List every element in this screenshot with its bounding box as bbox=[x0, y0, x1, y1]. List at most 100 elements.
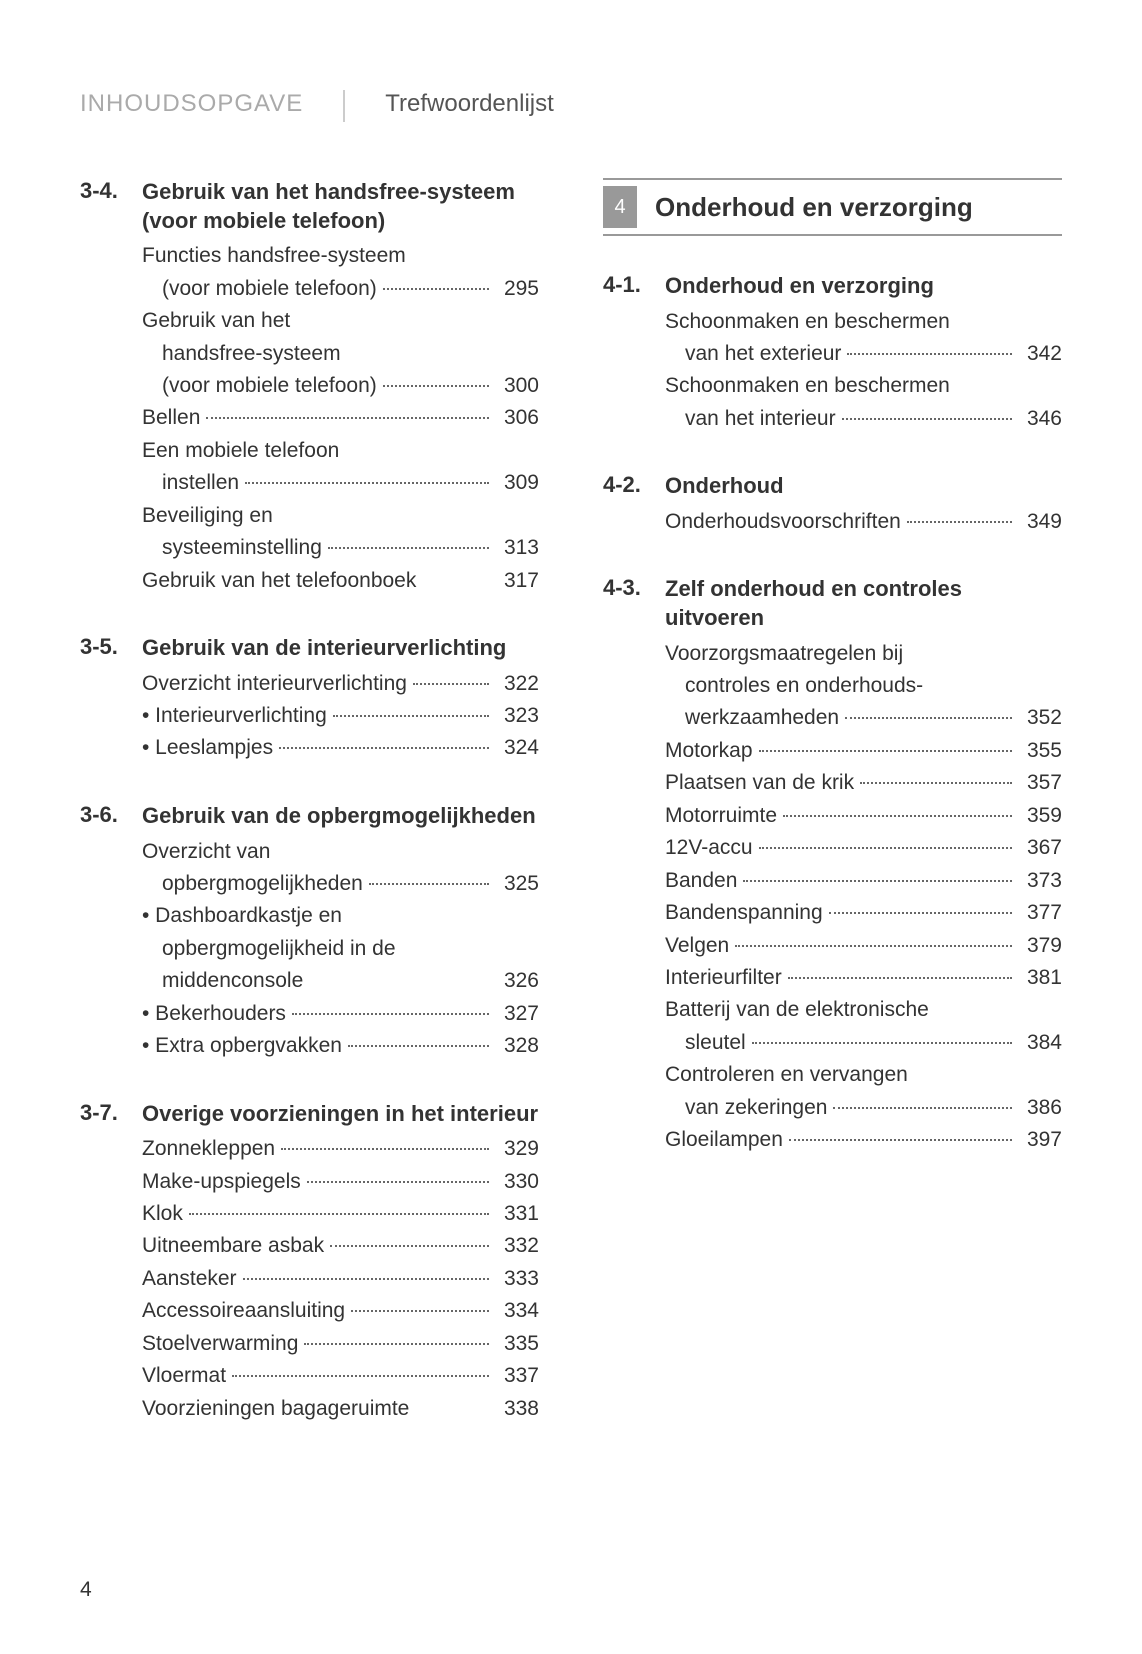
toc-page: 379 bbox=[1018, 931, 1062, 961]
toc-dots bbox=[245, 482, 489, 484]
toc-page: 377 bbox=[1018, 898, 1062, 928]
toc-page: 300 bbox=[495, 371, 539, 401]
section-row: 4-3. Zelf onderhoud en controles uitvoer… bbox=[603, 575, 1062, 1157]
toc-entry: instellen 309 bbox=[142, 468, 539, 498]
toc-entry: middenconsole 326 bbox=[142, 966, 539, 996]
section-body: Zelf onderhoud en controles uitvoeren Vo… bbox=[665, 575, 1062, 1157]
toc-entry: van het interieur 346 bbox=[665, 404, 1062, 434]
toc-section: 3-7. Overige voorzieningen in het interi… bbox=[80, 1100, 539, 1427]
toc-entry-line: • Dashboardkastje en bbox=[142, 901, 539, 931]
section-row: 3-5. Gebruik van de interieurverlichting… bbox=[80, 634, 539, 766]
toc-page: 327 bbox=[495, 999, 539, 1029]
toc-entry-line: Batterij van de elektronische bbox=[665, 995, 1062, 1025]
toc-label: Plaatsen van de krik bbox=[665, 768, 854, 798]
toc-label: Klok bbox=[142, 1199, 183, 1229]
toc-entry-line: Controleren en vervangen bbox=[665, 1060, 1062, 1090]
toc-entry: van zekeringen 386 bbox=[665, 1093, 1062, 1123]
toc-entry: Voorzieningen bagageruimte 338 bbox=[142, 1394, 539, 1424]
toc-page: 337 bbox=[495, 1361, 539, 1391]
toc-page: 342 bbox=[1018, 339, 1062, 369]
toc-label: Beveiliging en bbox=[142, 501, 273, 531]
page-header: INHOUDSOPGAVE Trefwoordenlijst bbox=[80, 90, 1062, 130]
section-number: 4-3. bbox=[603, 575, 651, 1157]
toc-entry-line: Functies handsfree-systeem bbox=[142, 241, 539, 271]
toc-page: 335 bbox=[495, 1329, 539, 1359]
toc-entry: Vloermat 337 bbox=[142, 1361, 539, 1391]
toc-label: Een mobiele telefoon bbox=[142, 436, 339, 466]
toc-dots bbox=[348, 1045, 489, 1047]
toc-entry: van het exterieur 342 bbox=[665, 339, 1062, 369]
toc-section: 3-5. Gebruik van de interieurverlichting… bbox=[80, 634, 539, 766]
toc-label: 12V-accu bbox=[665, 833, 753, 863]
toc-label: Vloermat bbox=[142, 1361, 226, 1391]
toc-page: 352 bbox=[1018, 703, 1062, 733]
toc-entry-line: Gebruik van het bbox=[142, 306, 539, 336]
toc-page: 323 bbox=[495, 701, 539, 731]
toc-label: van het exterieur bbox=[685, 339, 841, 369]
toc-dots bbox=[189, 1213, 489, 1215]
toc-entry-line: handsfree-systeem bbox=[142, 339, 539, 369]
toc-label: controles en onderhouds- bbox=[685, 671, 923, 701]
toc-section: 4-1. Onderhoud en verzorging Schoonmaken… bbox=[603, 272, 1062, 436]
toc-entry-line: Een mobiele telefoon bbox=[142, 436, 539, 466]
columns: 3-4. Gebruik van het handsfree-systeem (… bbox=[80, 178, 1062, 1462]
toc-label: Accessoireaansluiting bbox=[142, 1296, 345, 1326]
toc-dots bbox=[860, 782, 1012, 784]
section-title: Gebruik van de interieurverlichting bbox=[142, 634, 539, 663]
section-number: 4-2. bbox=[603, 472, 651, 539]
toc-page: 357 bbox=[1018, 768, 1062, 798]
toc-page: 332 bbox=[495, 1231, 539, 1261]
toc-dots bbox=[845, 717, 1012, 719]
toc-label: Voorzorgsmaatregelen bij bbox=[665, 639, 903, 669]
section-body: Gebruik van het handsfree-systeem (voor … bbox=[142, 178, 539, 598]
toc-label: Interieurfilter bbox=[665, 963, 782, 993]
toc-section: 3-6. Gebruik van de opbergmogelijkheden … bbox=[80, 802, 539, 1064]
toc-entry-line: opbergmogelijkheid in de bbox=[142, 934, 539, 964]
toc-page: 309 bbox=[495, 468, 539, 498]
toc-dots bbox=[243, 1278, 489, 1280]
toc-entry: Bandenspanning 377 bbox=[665, 898, 1062, 928]
toc-entry: • Interieurverlichting 323 bbox=[142, 701, 539, 731]
toc-label: • Extra opbergvakken bbox=[142, 1031, 342, 1061]
toc-label: Motorkap bbox=[665, 736, 753, 766]
toc-label: opbergmogelijkheden bbox=[162, 869, 363, 899]
toc-entry-line: Beveiliging en bbox=[142, 501, 539, 531]
toc-label: handsfree-systeem bbox=[162, 339, 341, 369]
section-body: Gebruik van de interieurverlichting Over… bbox=[142, 634, 539, 766]
toc-label: systeeminstelling bbox=[162, 533, 322, 563]
toc-label: Bellen bbox=[142, 403, 200, 433]
toc-entry: werkzaamheden 352 bbox=[665, 703, 1062, 733]
toc-label: werkzaamheden bbox=[685, 703, 839, 733]
toc-page: 334 bbox=[495, 1296, 539, 1326]
toc-page: 338 bbox=[495, 1394, 539, 1424]
toc-page: 367 bbox=[1018, 833, 1062, 863]
toc-dots bbox=[735, 945, 1012, 947]
toc-dots bbox=[789, 1139, 1012, 1141]
toc-dots bbox=[842, 418, 1012, 420]
toc-entry: • Extra opbergvakken 328 bbox=[142, 1031, 539, 1061]
toc-dots bbox=[351, 1310, 489, 1312]
section-body: Gebruik van de opbergmogelijkheden Overz… bbox=[142, 802, 539, 1064]
toc-entry: Aansteker 333 bbox=[142, 1264, 539, 1294]
toc-label: Schoonmaken en beschermen bbox=[665, 371, 950, 401]
toc-page: 306 bbox=[495, 403, 539, 433]
toc-label: Voorzieningen bagageruimte bbox=[142, 1394, 409, 1424]
toc-label: Controleren en vervangen bbox=[665, 1060, 908, 1090]
toc-section: 4-3. Zelf onderhoud en controles uitvoer… bbox=[603, 575, 1062, 1157]
right-column: 4 Onderhoud en verzorging 4-1. Onderhoud… bbox=[603, 178, 1062, 1462]
section-row: 4-1. Onderhoud en verzorging Schoonmaken… bbox=[603, 272, 1062, 436]
toc-page: 324 bbox=[495, 733, 539, 763]
toc-label: Schoonmaken en beschermen bbox=[665, 307, 950, 337]
toc-label: opbergmogelijkheid in de bbox=[162, 934, 396, 964]
toc-page: 313 bbox=[495, 533, 539, 563]
toc-label: Batterij van de elektronische bbox=[665, 995, 929, 1025]
section-number: 3-5. bbox=[80, 634, 128, 766]
toc-label: Banden bbox=[665, 866, 737, 896]
toc-dots bbox=[281, 1148, 489, 1150]
toc-entry: • Leeslampjes 324 bbox=[142, 733, 539, 763]
toc-entry: Make-upspiegels 330 bbox=[142, 1167, 539, 1197]
toc-dots bbox=[752, 1042, 1012, 1044]
toc-entry: Gebruik van het telefoonboek 317 bbox=[142, 566, 539, 596]
toc-page: 329 bbox=[495, 1134, 539, 1164]
toc-entry: (voor mobiele telefoon) 300 bbox=[142, 371, 539, 401]
